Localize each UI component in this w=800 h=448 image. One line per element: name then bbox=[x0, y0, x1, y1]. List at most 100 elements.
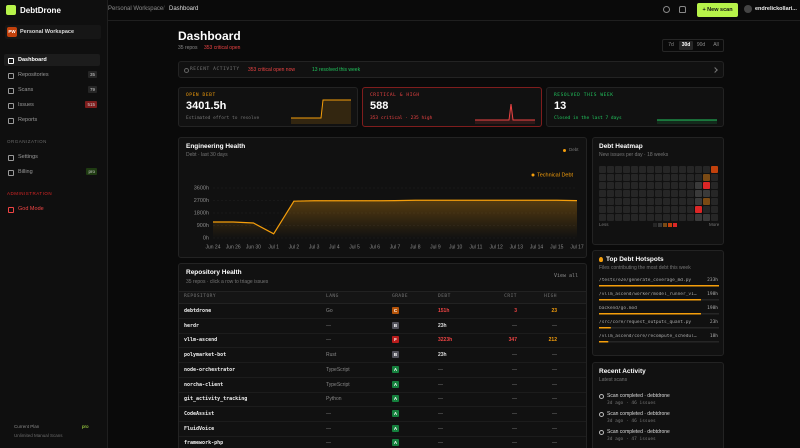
table-cell: 347 bbox=[508, 337, 517, 344]
sidebar: DebtDrone PW Personal Workspace Dashboard Re… bbox=[0, 0, 108, 448]
heatmap-cell bbox=[615, 198, 622, 205]
table-cell: — bbox=[552, 366, 557, 373]
breadcrumb-separator: / bbox=[163, 6, 165, 12]
table-cell: Rust bbox=[326, 352, 337, 359]
heatmap-cell bbox=[695, 214, 702, 221]
heatmap-cell bbox=[647, 214, 654, 221]
recent-item[interactable]: Scan completed · debtdrone 3d ago · 47 is… bbox=[597, 428, 721, 444]
table-cell: — bbox=[512, 352, 517, 359]
stat-value: 13 bbox=[554, 100, 567, 112]
x-tick-label: Jul 5 bbox=[349, 244, 360, 250]
column-header: REPOSITORY bbox=[184, 294, 217, 299]
table-row[interactable]: debtdrone Go C 151h 3 23 bbox=[179, 304, 586, 319]
table-row[interactable]: framework-php — A — — — bbox=[179, 436, 586, 448]
nav-item[interactable]: Issues 515 bbox=[4, 99, 100, 111]
table-cell: — bbox=[326, 440, 331, 447]
x-tick-label: Jul 2 bbox=[289, 244, 300, 250]
range-button[interactable]: All bbox=[713, 42, 719, 48]
table-cell: — bbox=[326, 337, 331, 344]
sparkline-line bbox=[475, 103, 535, 121]
heatmap-cell bbox=[679, 214, 686, 221]
table-row[interactable]: polymarket-bot Rust B 23h — — bbox=[179, 348, 586, 364]
heatmap-cell bbox=[671, 206, 678, 213]
table-row[interactable]: node-orchestrator TypeScript A — — — bbox=[179, 363, 586, 378]
bell-icon[interactable] bbox=[679, 6, 686, 13]
heatmap-cell bbox=[655, 166, 662, 173]
hotspot-value: 23h bbox=[709, 320, 718, 325]
nav-item[interactable]: Settings bbox=[4, 151, 100, 163]
heatmap-cell bbox=[623, 182, 630, 189]
table-cell: — bbox=[552, 396, 557, 403]
legend-dot bbox=[563, 149, 566, 152]
range-button[interactable]: 90d bbox=[696, 42, 706, 48]
avatar[interactable] bbox=[744, 5, 752, 13]
table-cell: — bbox=[326, 410, 331, 417]
heatmap-cell bbox=[639, 190, 646, 197]
help-icon[interactable] bbox=[663, 6, 670, 13]
nav-icon bbox=[8, 118, 14, 124]
x-tick-label: Jul 6 bbox=[369, 244, 380, 250]
range-button[interactable]: 30d bbox=[679, 41, 693, 50]
x-tick-label: Jul 10 bbox=[449, 244, 463, 250]
topbar-border bbox=[108, 20, 800, 21]
user-name[interactable]: endrelickollari... bbox=[755, 6, 797, 12]
grade-badge: A bbox=[392, 439, 399, 447]
grade-badge: F bbox=[392, 336, 399, 344]
table-row[interactable]: FluidVoice — A — — — bbox=[179, 422, 586, 437]
repo-name: vllm-ascend bbox=[184, 337, 218, 344]
heatmap-cell bbox=[695, 198, 702, 205]
breadcrumb[interactable]: Personal Workspace bbox=[108, 6, 164, 12]
table-row[interactable]: CodeAssist — A — — — bbox=[179, 407, 586, 422]
heatmap-cell bbox=[687, 198, 694, 205]
table-cell: — bbox=[552, 440, 557, 447]
hotspot-track bbox=[599, 341, 719, 343]
hotspot-file[interactable]: backend/go.mod bbox=[599, 306, 637, 311]
grade-badge: A bbox=[392, 395, 399, 403]
repo-name: git_activity_tracking bbox=[184, 396, 248, 403]
hotspot-file[interactable]: /vllm_ascend/core/recompute_scheduler.py bbox=[599, 334, 697, 339]
nav-item[interactable]: Scans 79 bbox=[4, 84, 100, 96]
table-row[interactable]: git_activity_tracking Python A — — — bbox=[179, 392, 586, 408]
sparkline bbox=[475, 103, 535, 124]
y-tick-label: 3600h bbox=[194, 185, 209, 191]
nav-item[interactable]: God Mode bbox=[4, 203, 100, 215]
logo bbox=[6, 5, 16, 15]
nav-count: 515 bbox=[85, 101, 97, 108]
recent-item[interactable]: Scan completed · debtdrone 3d ago · 46 is… bbox=[597, 392, 721, 408]
nav-item[interactable]: Dashboard bbox=[4, 54, 100, 66]
heatmap-legend-swatch bbox=[658, 223, 662, 227]
heatmap-cell bbox=[695, 206, 702, 213]
table-cell: 151h bbox=[438, 308, 450, 314]
hotspots-card: Top Debt Hotspots Files contributing the … bbox=[592, 250, 724, 356]
heatmap-cell bbox=[703, 174, 710, 181]
table-cell: 212 bbox=[548, 337, 557, 344]
nav-item[interactable]: Repositories 35 bbox=[4, 69, 100, 81]
activity-chevron[interactable] bbox=[712, 67, 718, 73]
heatmap-cell bbox=[671, 174, 678, 181]
hotspot-file[interactable]: /vllm_ascend/worker/model_runner_v1.py bbox=[599, 292, 697, 297]
table-row[interactable]: vllm-ascend — F 3223h 347 212 bbox=[179, 333, 586, 349]
nav-item[interactable]: Reports bbox=[4, 114, 100, 126]
new-scan-button[interactable]: + New scan bbox=[697, 3, 738, 17]
table-row[interactable]: norcha-client TypeScript A — — — bbox=[179, 378, 586, 393]
heatmap-cell bbox=[687, 206, 694, 213]
hotspot-file[interactable]: /tests/e2e/generate_coverage_md.py bbox=[599, 278, 692, 283]
view-all[interactable]: View all bbox=[554, 273, 579, 279]
range-button[interactable]: 7d bbox=[668, 42, 674, 48]
table-title: Repository Health bbox=[186, 269, 242, 276]
hotspot-bar bbox=[599, 327, 611, 329]
column-header: LANG bbox=[326, 294, 339, 299]
heatmap-cell bbox=[663, 206, 670, 213]
hotspot-file[interactable]: /src/core/request_outputs_quant.py bbox=[599, 320, 692, 325]
hotspots-title: Top Debt Hotspots bbox=[606, 256, 664, 263]
nav-item[interactable]: Billing pro bbox=[4, 166, 100, 178]
heatmap-cell bbox=[687, 182, 694, 189]
table-row[interactable]: herdr — B 23h — — bbox=[179, 319, 586, 334]
nav-icon bbox=[8, 58, 14, 64]
heatmap-cell bbox=[599, 198, 606, 205]
workspace-selector[interactable]: PW Personal Workspace bbox=[5, 25, 101, 39]
recent-item[interactable]: Scan completed · debtdrone 3d ago · 46 is… bbox=[597, 410, 721, 426]
heatmap-cell bbox=[663, 198, 670, 205]
heatmap-cell bbox=[655, 198, 662, 205]
table-cell: — bbox=[512, 425, 517, 432]
